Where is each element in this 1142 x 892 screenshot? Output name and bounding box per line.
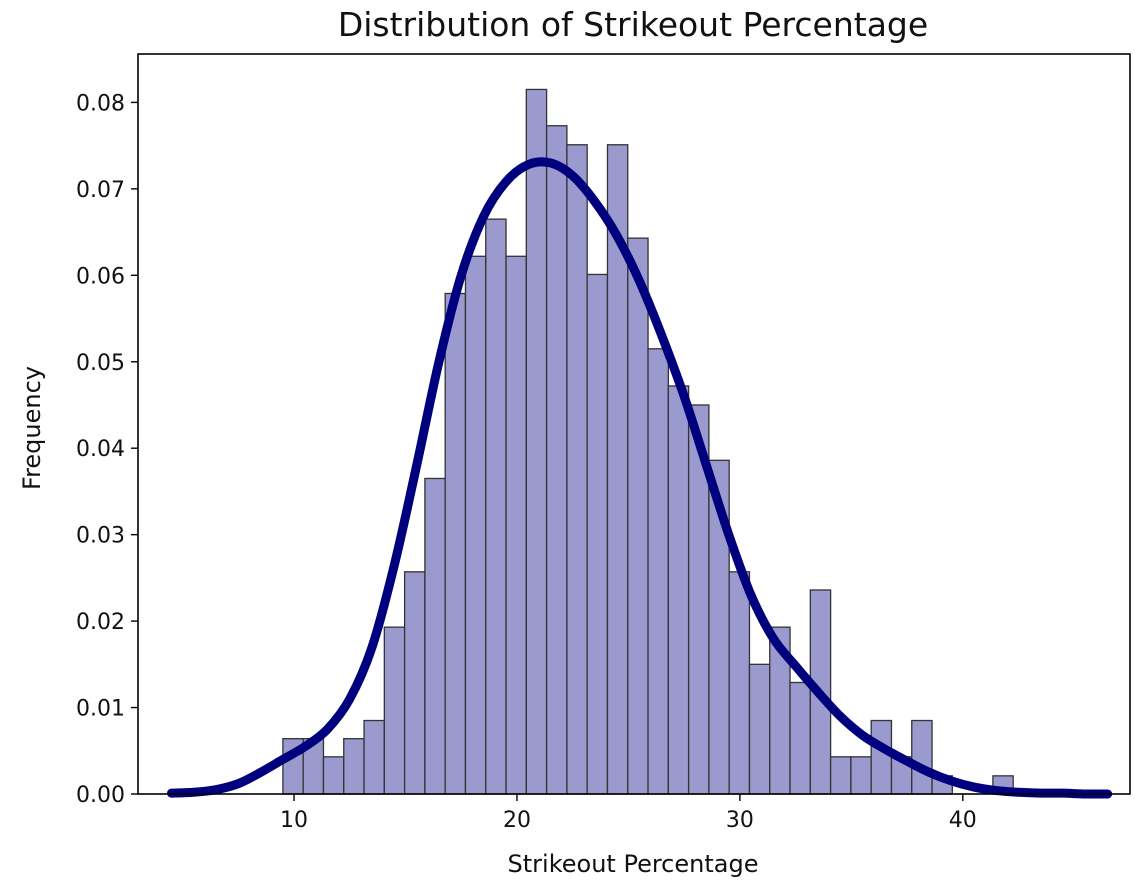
histogram-bar <box>870 719 893 795</box>
y-tick-label: 0.04 <box>76 437 125 462</box>
histogram-bar <box>424 477 446 795</box>
histogram-bar <box>485 218 507 795</box>
y-tick-label: 0.00 <box>76 783 125 808</box>
histogram-bar <box>566 144 588 795</box>
histogram-bar <box>403 571 426 795</box>
x-axis-label: Strikeout Percentage <box>508 850 759 878</box>
x-tick-label: 10 <box>280 808 308 833</box>
x-axis: 10 20 30 40 <box>280 794 977 833</box>
chart-title: Distribution of Strikeout Percentage <box>338 5 928 44</box>
y-tick-label: 0.05 <box>76 351 125 376</box>
histogram-bar <box>789 681 811 795</box>
y-axis-label: Frequency <box>18 366 46 490</box>
y-tick-label: 0.02 <box>76 610 125 635</box>
histogram-bar <box>728 571 751 795</box>
histogram-bar <box>748 663 771 795</box>
kde-curve <box>166 157 1113 799</box>
histogram-bar <box>383 626 406 795</box>
plot-frame <box>137 53 1131 795</box>
x-tick-label: 20 <box>503 808 531 833</box>
y-tick-label: 0.01 <box>76 697 125 722</box>
kde-curve-layer <box>166 157 1113 799</box>
y-tick-label: 0.06 <box>76 264 125 289</box>
x-tick-label: 30 <box>726 808 754 833</box>
histogram-bar <box>647 348 669 795</box>
y-tick-label: 0.08 <box>76 91 125 116</box>
x-tick-label: 40 <box>949 808 977 833</box>
histogram-bars <box>282 88 1014 795</box>
histogram-bar <box>363 719 385 795</box>
histogram-bar <box>505 255 527 795</box>
histogram-bar <box>911 719 933 795</box>
histogram-bar <box>586 273 609 795</box>
histogram-bar <box>343 738 365 795</box>
y-tick-label: 0.03 <box>76 524 125 549</box>
histogram-bar <box>444 292 467 795</box>
histogram-bar <box>667 385 690 795</box>
histogram-bar <box>545 125 568 795</box>
histogram-bar <box>850 756 872 795</box>
histogram-bar <box>525 88 548 795</box>
histogram-bar <box>627 237 649 795</box>
histogram-bar <box>464 255 487 795</box>
histogram-bar <box>829 756 852 795</box>
y-axis: 0.00 0.01 0.02 0.03 0.04 0.05 0.06 0.07 0.08 <box>76 91 138 808</box>
histogram-bar <box>322 756 345 795</box>
y-tick-label: 0.07 <box>76 178 125 203</box>
